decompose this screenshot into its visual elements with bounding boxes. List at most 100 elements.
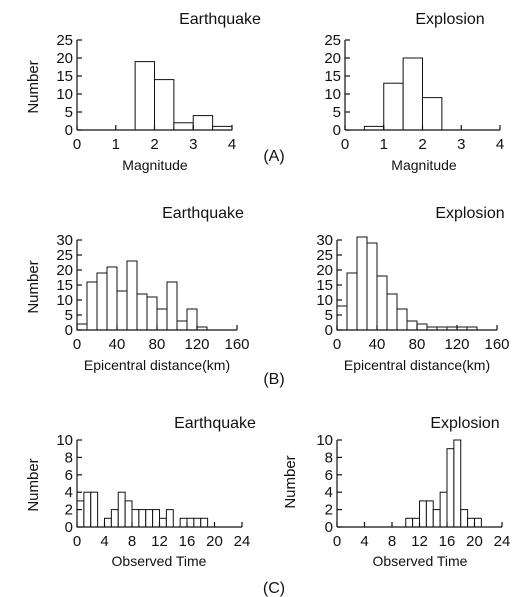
x-tick-label: 0 (73, 336, 81, 353)
y-tick-label: 2 (65, 502, 73, 519)
x-tick-label: 0 (73, 136, 81, 153)
x-tick-label: 12 (151, 533, 168, 550)
x-tick-label: 2 (418, 136, 426, 153)
x-tick-label: 160 (224, 336, 249, 353)
histogram-bar (446, 448, 455, 528)
histogram-bar (422, 97, 443, 131)
y-tick-label: 5 (333, 104, 341, 121)
x-axis-label: Epicentral distance(km) (344, 357, 490, 373)
histogram-bar (474, 517, 482, 528)
histogram-bar (193, 517, 202, 528)
y-tick-label: 25 (56, 247, 73, 264)
panel-label-c: (C) (263, 580, 285, 597)
x-tick-label: 3 (189, 136, 197, 153)
x-tick-label: 4 (228, 136, 236, 153)
x-tick-label: 80 (409, 336, 426, 353)
chart-title: Explosion (430, 415, 499, 432)
histogram-bar (336, 305, 348, 331)
histogram-bar (467, 517, 475, 528)
histogram-bar (186, 308, 198, 331)
histogram-bar (110, 509, 119, 528)
y-axis-label: Number (282, 455, 299, 508)
x-tick-label: 120 (184, 336, 209, 353)
y-tick-label: 4 (325, 484, 333, 501)
histogram-bar (356, 236, 368, 331)
y-tick-label: 10 (316, 292, 333, 309)
x-tick-label: 8 (128, 533, 136, 550)
y-tick-label: 0 (65, 519, 73, 536)
x-tick-label: 0 (333, 533, 341, 550)
x-tick-label: 24 (494, 533, 511, 550)
histogram-bar (200, 517, 209, 528)
histogram-bar (154, 79, 175, 131)
x-tick-label: 4 (496, 136, 504, 153)
histogram-bar (419, 500, 427, 528)
y-axis-label: Number (25, 60, 42, 113)
histogram-bar (96, 272, 108, 331)
histogram-bar (412, 517, 420, 528)
y-tick-label: 15 (56, 277, 73, 294)
x-tick-label: 24 (234, 533, 251, 550)
x-tick-label: 20 (206, 533, 223, 550)
y-tick-label: 10 (316, 432, 333, 449)
histogram-bar (432, 509, 441, 528)
x-axis-label: Observed Time (373, 553, 468, 569)
histogram-bar (383, 82, 404, 131)
histogram-bar (376, 275, 388, 331)
x-tick-label: 16 (179, 533, 196, 550)
chart-title: Earthquake (162, 205, 244, 222)
x-tick-label: 16 (439, 533, 456, 550)
histogram-bar (131, 509, 140, 528)
histogram-bar (165, 509, 174, 528)
histogram-bar (406, 320, 418, 331)
histogram-bar (136, 293, 148, 331)
panel-label-b: (B) (263, 371, 284, 388)
x-tick-label: 2 (150, 136, 158, 153)
y-tick-label: 5 (65, 104, 73, 121)
y-tick-label: 10 (56, 86, 73, 103)
histogram-bar (83, 491, 92, 528)
histogram-bar (152, 509, 160, 528)
x-tick-label: 0 (341, 136, 349, 153)
x-tick-label: 8 (388, 533, 396, 550)
y-tick-label: 0 (325, 322, 333, 339)
panel-label-a: (A) (263, 148, 284, 165)
y-axis-label: Number (25, 260, 42, 313)
x-tick-label: 120 (444, 336, 469, 353)
y-tick-label: 25 (56, 32, 73, 49)
y-tick-label: 30 (316, 232, 333, 249)
chart-title: Explosion (415, 11, 484, 28)
y-axis-label: Number (25, 458, 42, 511)
histogram-bar (159, 517, 167, 528)
chart-title: Explosion (435, 205, 504, 222)
y-tick-label: 8 (65, 449, 73, 466)
x-tick-label: 40 (109, 336, 126, 353)
y-tick-label: 6 (325, 467, 333, 484)
histogram-bar (405, 517, 414, 528)
histogram-bar (116, 290, 128, 331)
histogram-bar (176, 320, 188, 331)
y-tick-label: 25 (324, 32, 341, 49)
y-tick-label: 0 (325, 519, 333, 536)
y-tick-label: 25 (316, 247, 333, 264)
y-tick-label: 6 (65, 467, 73, 484)
y-tick-label: 0 (65, 322, 73, 339)
histogram-bar (173, 122, 194, 131)
x-tick-label: 1 (112, 136, 120, 153)
histogram-bar (402, 57, 423, 131)
histogram-bar (186, 517, 195, 528)
histogram-bar (439, 491, 448, 528)
histogram-bar (460, 509, 469, 528)
y-tick-label: 20 (56, 50, 73, 67)
histogram-bar (104, 517, 112, 528)
chart-title: Earthquake (174, 415, 256, 432)
x-tick-label: 12 (411, 533, 428, 550)
histogram-bar (416, 323, 428, 331)
histogram-bar (425, 500, 434, 528)
y-tick-label: 0 (65, 122, 73, 139)
